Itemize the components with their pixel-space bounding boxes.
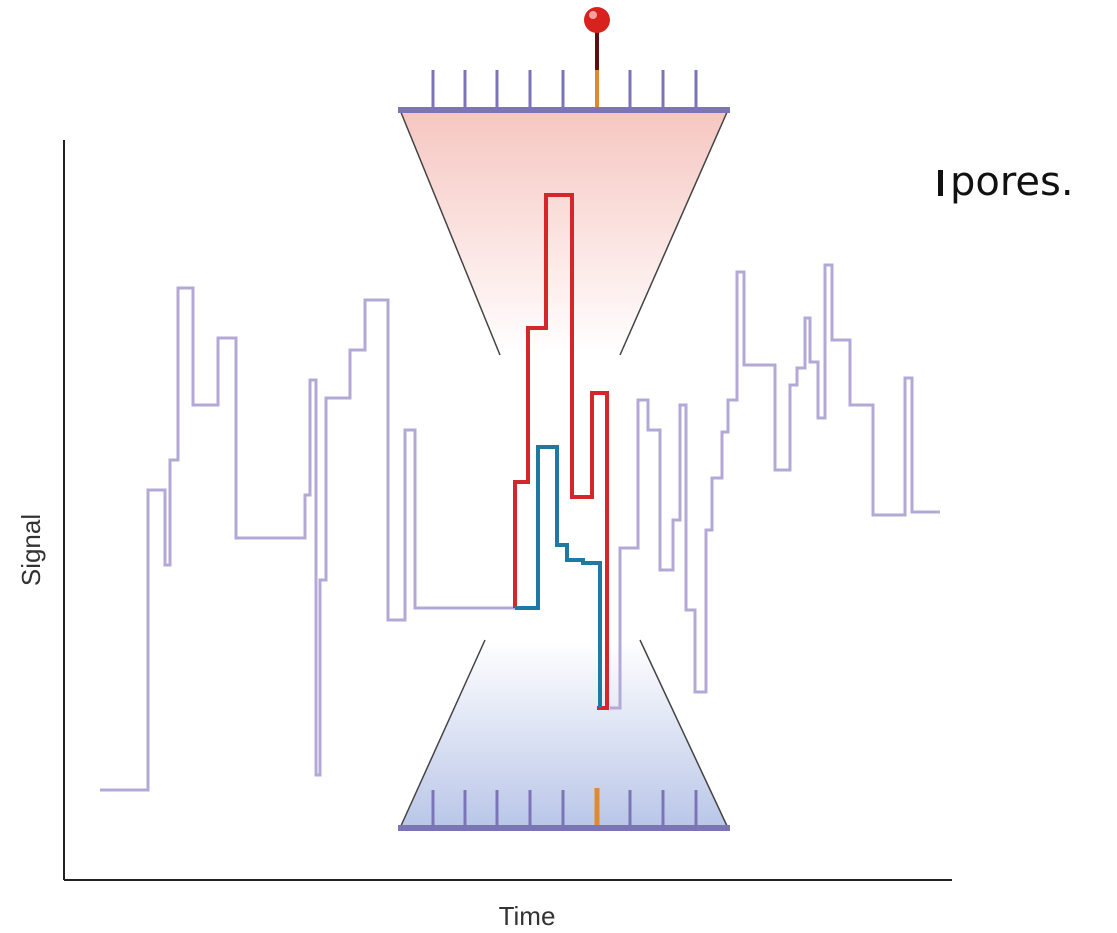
funnel-edge	[399, 639, 486, 829]
upper-chamber	[400, 110, 728, 355]
red-trace	[513, 193, 609, 710]
funnel-edge	[619, 109, 729, 356]
pin-head	[584, 7, 610, 33]
y-axis-label: Signal	[16, 514, 46, 586]
text-fragment: pores.	[950, 159, 1074, 205]
clipped-glyph	[938, 170, 943, 196]
funnel-edge	[399, 109, 501, 356]
pin-shine	[589, 11, 597, 19]
bottom-ticks	[431, 790, 698, 828]
blue-trace	[515, 445, 602, 708]
funnel-edge	[639, 639, 729, 829]
x-axis-label: Time	[499, 901, 556, 931]
signal-trace	[610, 263, 940, 710]
lower-chamber	[400, 640, 728, 828]
top-ticks	[431, 70, 698, 110]
signal-trace	[100, 286, 515, 792]
